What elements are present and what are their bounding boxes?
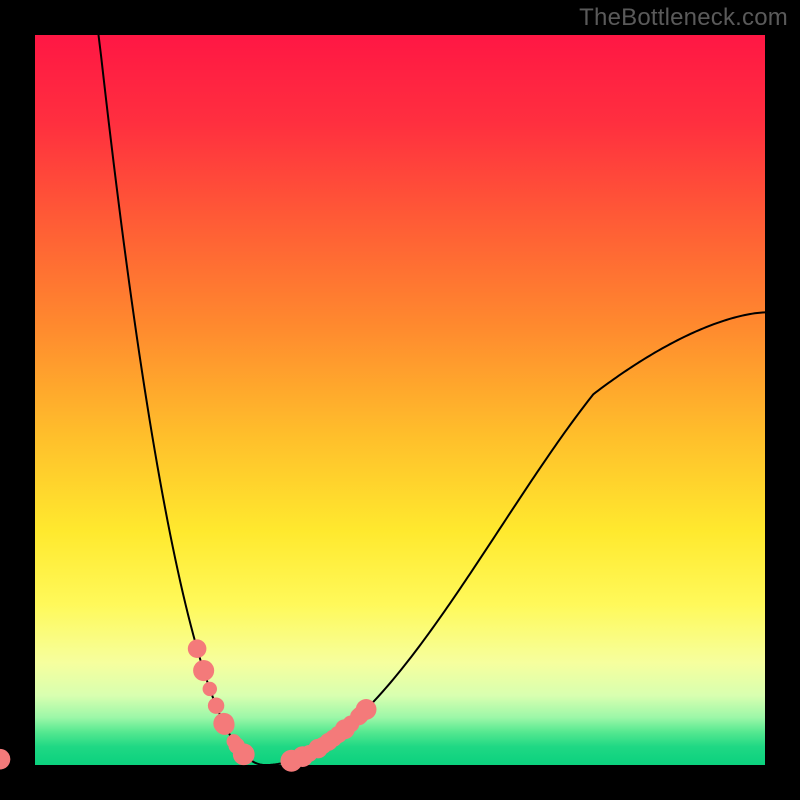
data-marker xyxy=(203,682,217,696)
data-marker xyxy=(188,639,207,658)
data-marker xyxy=(356,699,377,720)
chart-svg xyxy=(0,0,800,800)
data-marker xyxy=(193,660,214,681)
data-marker xyxy=(233,743,255,765)
plot-gradient-area xyxy=(35,35,765,765)
watermark-text: TheBottleneck.com xyxy=(579,4,788,32)
data-marker xyxy=(215,715,235,735)
data-marker xyxy=(208,697,224,713)
chart-root: TheBottleneck.com xyxy=(0,0,800,800)
